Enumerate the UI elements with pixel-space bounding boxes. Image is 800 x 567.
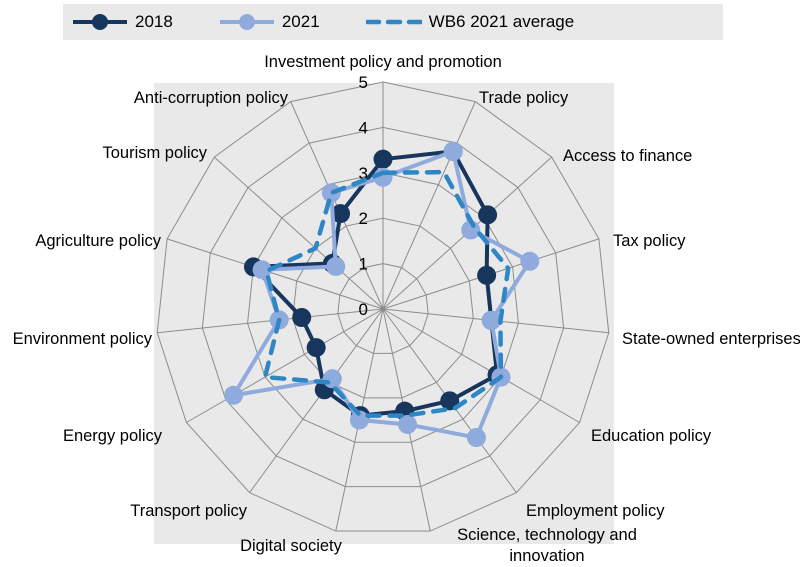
data-point-2021 xyxy=(466,428,486,448)
legend-swatch-2018-line-dot-icon xyxy=(73,14,127,30)
data-point-2018 xyxy=(477,265,497,285)
data-point-2018 xyxy=(478,205,498,225)
grid-spoke xyxy=(186,308,384,423)
axis-label: Agriculture policy xyxy=(35,232,161,250)
data-point-2021 xyxy=(443,141,463,161)
data-point-2018 xyxy=(306,338,326,358)
legend-item-2018: 2018 xyxy=(72,12,173,32)
legend-item-wb6-average: WB6 2021 average xyxy=(365,12,575,32)
data-point-2021 xyxy=(481,310,501,330)
axis-label: State-owned enterprises xyxy=(622,330,800,348)
grid-ring xyxy=(247,172,519,443)
grid-spoke xyxy=(213,156,384,310)
axis-label: Employment policy xyxy=(526,502,665,520)
axis-label: Trade policy xyxy=(479,89,569,107)
scale-tick-label: 3 xyxy=(359,164,368,183)
grid-ring xyxy=(201,126,565,488)
data-point-2021 xyxy=(322,369,342,389)
series-line-2018 xyxy=(251,149,500,418)
axis-label: Education policy xyxy=(591,427,712,445)
axis-label: Investment policy and promotion xyxy=(264,53,502,71)
scale-tick-label: 0 xyxy=(359,300,368,319)
grid-spoke xyxy=(382,308,580,423)
scale-tick-label: 1 xyxy=(359,255,368,274)
grid-spoke xyxy=(166,238,384,310)
axis-label: Access to finance xyxy=(563,147,692,165)
data-point-2021 xyxy=(224,385,244,405)
data-point-2018 xyxy=(331,204,351,224)
data-point-2021 xyxy=(520,251,540,271)
grid-ring xyxy=(337,263,429,354)
scale-tick-label: 4 xyxy=(359,118,368,137)
grid-ring xyxy=(156,81,610,532)
legend-label-wb6-average: WB6 2021 average xyxy=(428,12,575,31)
legend-label-2018: 2018 xyxy=(135,12,173,31)
axis-label: Energy policy xyxy=(63,427,163,445)
scale-tick-label: 2 xyxy=(359,209,368,228)
axis-label: Tourism policy xyxy=(102,144,207,162)
legend-swatch-wb6-dashed-line-icon xyxy=(365,19,422,25)
axis-label: Science, technology and innovation xyxy=(457,526,637,565)
data-point-2018 xyxy=(373,149,393,169)
data-point-2018 xyxy=(440,391,460,411)
legend-label-2021: 2021 xyxy=(281,12,320,31)
data-point-2021 xyxy=(252,260,272,280)
legend-item-2021: 2021 xyxy=(219,12,320,32)
legend-swatch-2021-line-dot-icon xyxy=(219,14,274,30)
radar-plot-area: 0 1 2 3 4 5 Investment policy and promotion Tra… xyxy=(13,53,800,565)
grid-spoke xyxy=(382,101,476,310)
data-point-2021 xyxy=(326,256,346,276)
data-point-2021 xyxy=(349,410,369,430)
chart-legend: 2018 2021 WB6 2021 average xyxy=(63,4,723,40)
axis-label: Tax policy xyxy=(613,232,686,250)
axis-label: Transport policy xyxy=(130,502,248,520)
grid-spoke xyxy=(249,308,384,493)
axis-label: Digital society xyxy=(240,537,343,555)
data-point-2018 xyxy=(292,308,312,328)
data-point-2021 xyxy=(398,414,418,434)
scale-tick-label: 5 xyxy=(359,73,368,92)
series-line-2021 xyxy=(231,149,532,440)
axis-label: Anti-corruption policy xyxy=(134,89,289,107)
axis-label: Environment policy xyxy=(13,330,153,348)
series-line-wb6-average xyxy=(262,169,511,418)
